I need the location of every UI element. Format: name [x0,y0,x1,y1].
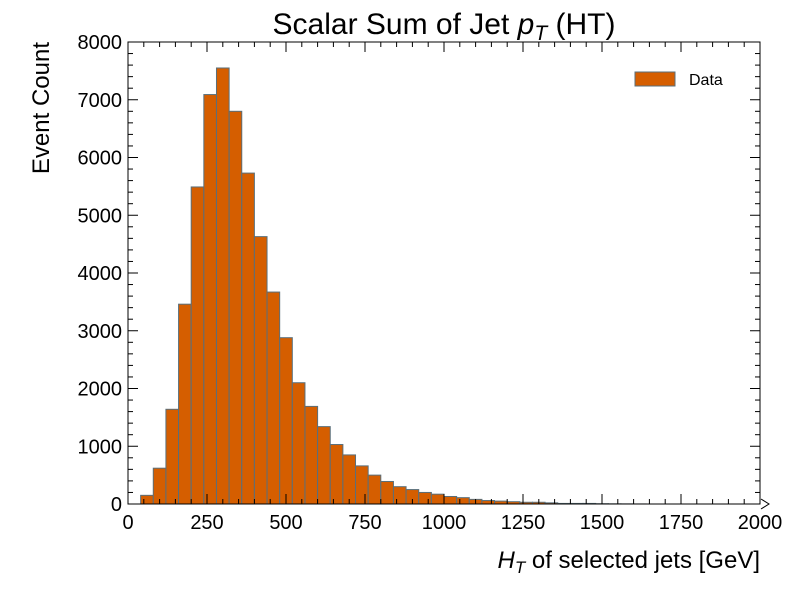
x-tick-label: 250 [190,512,223,534]
histogram-bar [215,67,230,505]
histogram-bar [203,94,217,505]
x-tick-label: 750 [348,512,381,534]
histogram-bar [279,337,293,505]
x-tick-label: 1500 [580,512,625,534]
y-tick-label: 2000 [78,379,123,401]
y-tick-label: 3000 [78,321,123,343]
histogram-bar [190,186,205,505]
histogram-bar [380,480,394,505]
legend-swatch-data [634,71,676,87]
histogram-bar [165,408,180,505]
histogram-bar [266,291,281,505]
histogram-bar [241,172,255,505]
x-axis-label: HT of selected jets [GeV] [497,547,760,577]
y-tick-label: 4000 [78,263,123,285]
histogram-bar [418,491,432,505]
histogram-bar [140,494,154,505]
y-tick-label: 1000 [78,436,123,458]
y-tick-label: 8000 [78,32,123,54]
y-axis-ticks: 0 1000 2000 3000 4000 5000 6000 7000 8000 [78,32,760,516]
x-tick-label: 1250 [501,512,546,534]
histogram-bar [152,467,167,505]
x-tick-label: 2000 [738,512,783,534]
histogram-bar [342,454,357,505]
chart-title: Scalar Sum of Jet pT (HT) [273,8,616,45]
y-tick-label: 5000 [78,205,123,227]
y-tick-label: 7000 [78,90,123,112]
histogram-bar [304,405,319,505]
histogram-bar [430,493,445,505]
x-tick-label: 1750 [659,512,704,534]
histogram-bar [178,303,192,505]
y-axis-label: Event Count [28,42,55,174]
x-tick-label: 500 [269,512,302,534]
x-tick-label: 0 [122,512,133,534]
y-tick-label: 6000 [78,148,123,170]
histogram-bar [481,500,496,505]
x-axis-arrow [760,498,770,510]
x-tick-label: 1000 [422,512,467,534]
histogram-bar [317,426,331,505]
legend-label-data: Data [689,72,723,89]
histogram-bar [392,486,407,505]
histogram-bar [456,497,470,505]
legend: Data [634,71,723,89]
x-axis-ticks: 0 250 500 750 1000 1250 1500 1750 2000 [122,42,782,534]
histogram-bar [367,474,382,505]
histogram-bar [355,465,369,505]
histogram-bars [140,67,647,505]
histogram-bar [329,444,344,505]
histogram-bar [291,382,306,505]
histogram-bar [228,110,243,505]
histogram-bar [443,495,458,505]
histogram-bar [253,236,268,505]
y-tick-label: 0 [111,494,122,516]
